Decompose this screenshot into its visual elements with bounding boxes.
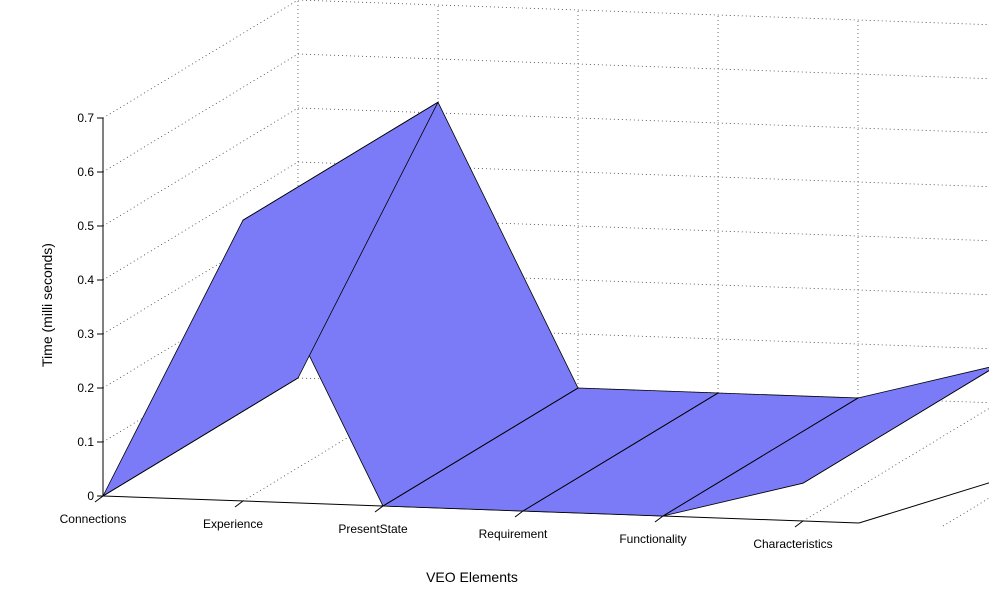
depth-axis-line bbox=[858, 482, 989, 524]
grid-line-depth bbox=[942, 497, 989, 527]
x-tick bbox=[94, 495, 104, 503]
y-tick-label: 0.6 bbox=[77, 165, 94, 179]
x-tick-label: PresentState bbox=[338, 522, 408, 536]
x-tick-label: Functionality bbox=[619, 532, 686, 546]
surface-edge bbox=[522, 392, 719, 512]
grid-line-y bbox=[102, 323, 989, 443]
surface-edge bbox=[102, 377, 299, 497]
x-tick bbox=[234, 500, 244, 508]
grid-line-y bbox=[102, 215, 989, 335]
labels: 0 0.1 0.2 0.3 0.4 0.5 0.6 0.7 Connections Experie… bbox=[60, 111, 833, 551]
y-tick-label: 0.4 bbox=[77, 273, 94, 287]
x-tick bbox=[374, 505, 384, 513]
surface-edge bbox=[802, 370, 989, 484]
grid-line-y bbox=[102, 269, 989, 389]
y-tick-label: 0 bbox=[87, 489, 94, 503]
y-tick-label: 0.7 bbox=[77, 111, 94, 125]
x-tick-label: Characteristics bbox=[753, 537, 832, 551]
x-axis-title: VEO Elements bbox=[426, 569, 518, 585]
x-tick-label: Requirement bbox=[479, 527, 548, 541]
x-tick bbox=[794, 520, 804, 528]
y-tick-label: 0.5 bbox=[77, 219, 94, 233]
surface-edge bbox=[382, 387, 579, 507]
grid-line-y bbox=[102, 0, 989, 119]
x-tick-label: Experience bbox=[203, 517, 263, 531]
grid-line-y bbox=[102, 53, 989, 173]
grid-line-y bbox=[102, 107, 989, 227]
surface bbox=[102, 101, 989, 517]
x-tick bbox=[514, 510, 524, 518]
surface-edge bbox=[662, 397, 859, 517]
y-tick-label: 0.2 bbox=[77, 381, 94, 395]
grid-line-y bbox=[102, 161, 989, 281]
y-axis-title: Time (milli seconds) bbox=[39, 243, 55, 367]
y-tick-label: 0.3 bbox=[77, 327, 94, 341]
x-tick-label: Connections bbox=[60, 512, 127, 526]
y-tick-label: 0.1 bbox=[77, 435, 94, 449]
surface-edge bbox=[242, 101, 439, 221]
x-tick bbox=[654, 515, 664, 523]
